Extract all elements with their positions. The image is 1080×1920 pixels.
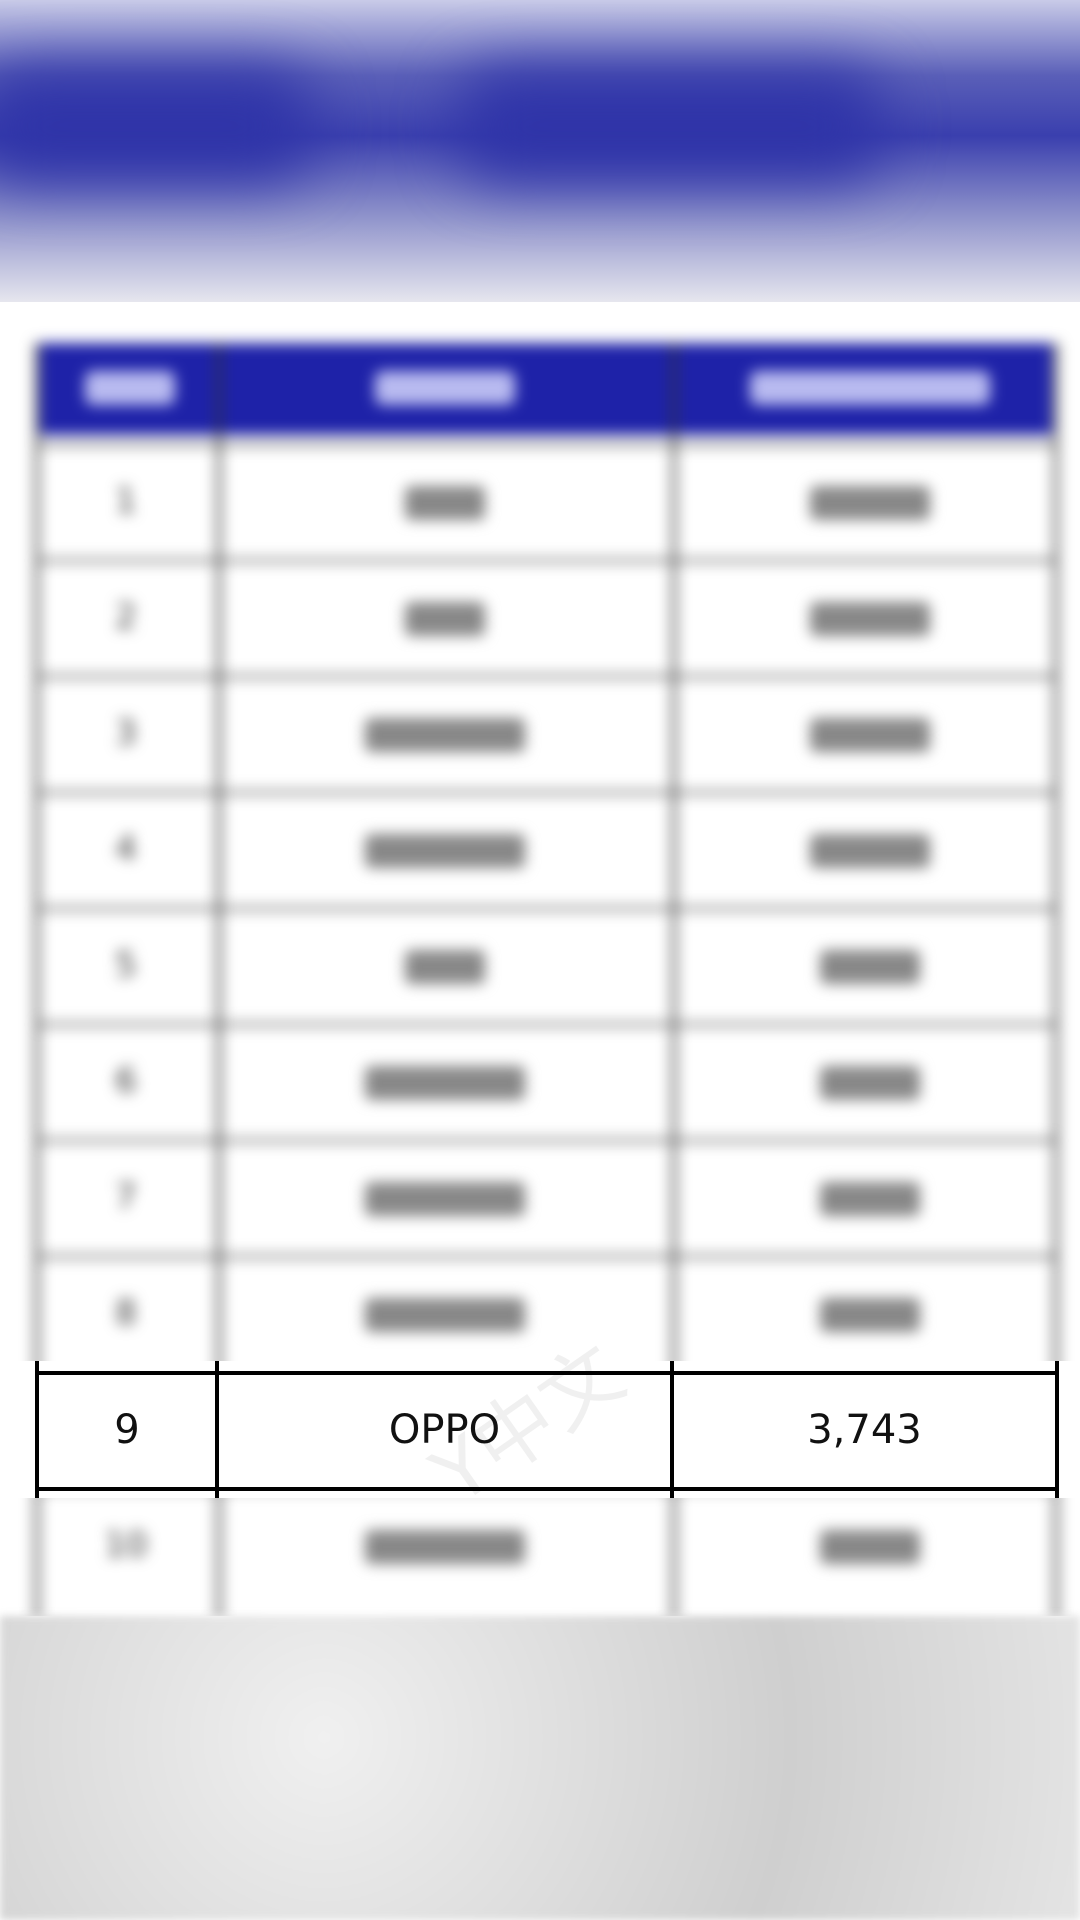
table-row: 6 bbox=[35, 1023, 1057, 1142]
blurred-table-content: 1 2 3 4 5 6 7 8 10 bbox=[0, 302, 1080, 1616]
table-row: 4 bbox=[35, 791, 1057, 910]
table-row: 2 bbox=[35, 559, 1057, 678]
name-cell: OPPO bbox=[388, 1407, 501, 1453]
table-row: 10 bbox=[35, 1487, 1057, 1606]
table-row: 5 bbox=[35, 907, 1057, 1026]
table-row: 3 bbox=[35, 675, 1057, 794]
value-cell: 3,743 bbox=[807, 1407, 922, 1453]
table-row: 1 bbox=[35, 443, 1057, 562]
table-row: 8 bbox=[35, 1255, 1057, 1374]
blurred-banner bbox=[0, 0, 1080, 302]
highlighted-row-oppo: Y中文 9 OPPO 3,743 bbox=[0, 1326, 1080, 1522]
table-header bbox=[40, 343, 1052, 435]
table-row: 7 bbox=[35, 1139, 1057, 1258]
blurred-footer bbox=[0, 1616, 1080, 1920]
rank-cell: 9 bbox=[114, 1407, 140, 1453]
